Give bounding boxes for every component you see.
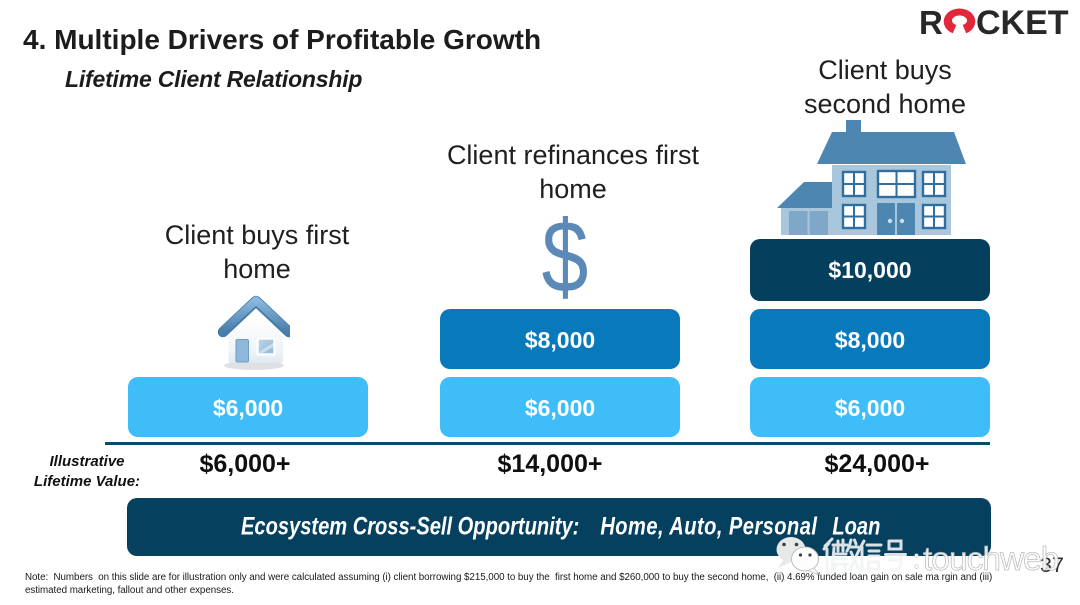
svg-text:R: R — [919, 7, 943, 41]
svg-text:touchweb: touchweb — [923, 541, 1059, 578]
svg-text:CKET: CKET — [976, 7, 1069, 41]
